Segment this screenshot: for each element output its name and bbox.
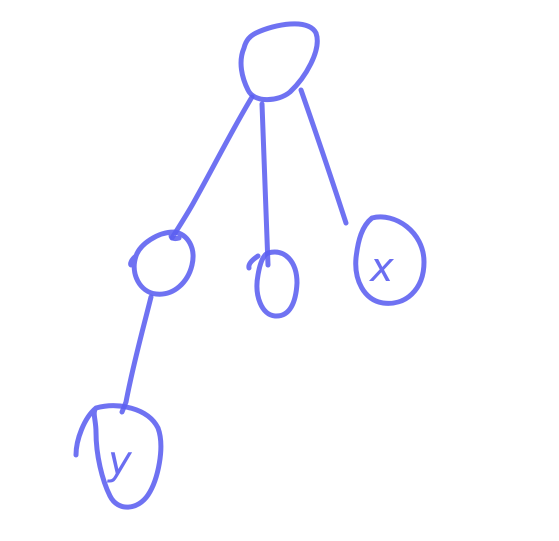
tree-node-middle-child — [246, 249, 300, 319]
tree-node-root — [238, 21, 320, 103]
edge-left-child-to-grandchild — [119, 294, 154, 415]
right-child-label: x — [368, 245, 394, 291]
tree-node-right-child — [353, 214, 427, 306]
tree-nodes — [73, 21, 427, 510]
edge-root-to-left-child — [169, 94, 255, 241]
tree-edges — [119, 87, 349, 415]
tree-node-left-child — [128, 229, 196, 297]
edge-root-to-middle-child — [259, 101, 271, 268]
node-labels: x y — [107, 245, 394, 484]
tree-node-grandchild — [73, 403, 164, 510]
edge-root-to-right-child — [298, 87, 349, 226]
grandchild-label: y — [107, 438, 133, 484]
